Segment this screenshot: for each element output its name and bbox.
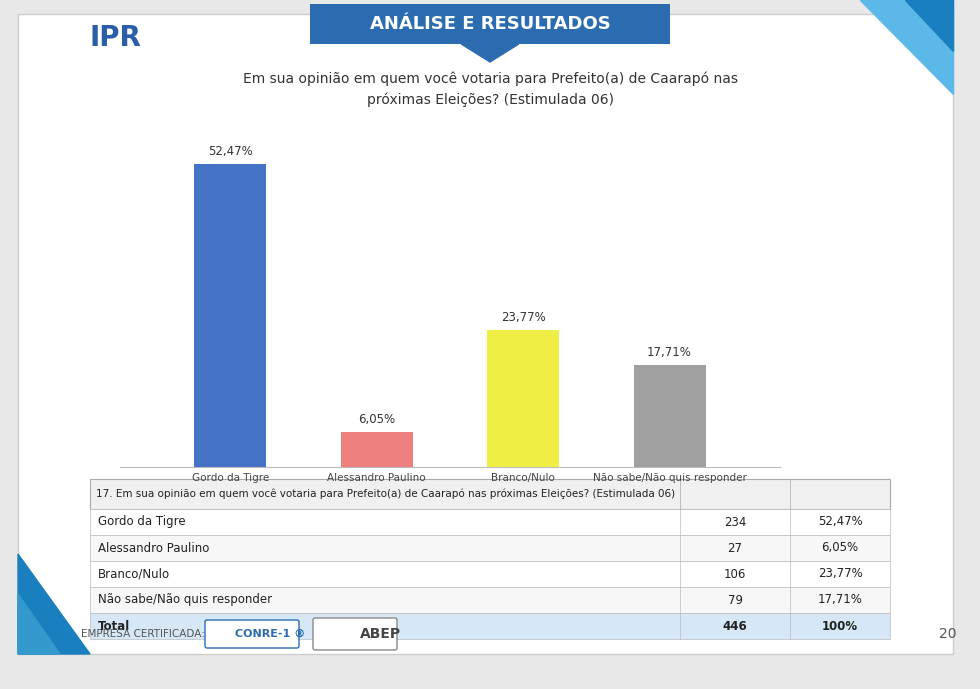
Text: Não sabe/Não quis responder: Não sabe/Não quis responder — [593, 473, 747, 483]
Polygon shape — [18, 594, 60, 654]
Text: 100%: 100% — [822, 619, 858, 633]
FancyBboxPatch shape — [205, 620, 299, 648]
Text: 6,05%: 6,05% — [359, 413, 395, 426]
Text: EMPRESA CERTIFICADA:: EMPRESA CERTIFICADA: — [81, 629, 205, 639]
Text: Gordo da Tigre: Gordo da Tigre — [98, 515, 185, 528]
Text: CONRE-1 ®: CONRE-1 ® — [235, 629, 305, 639]
Bar — [90, 479, 890, 509]
FancyBboxPatch shape — [313, 618, 397, 650]
Bar — [90, 535, 890, 561]
Bar — [90, 587, 890, 613]
Text: Não sabe/Não quis responder: Não sabe/Não quis responder — [98, 593, 272, 606]
Text: 446: 446 — [722, 619, 748, 633]
Text: 52,47%: 52,47% — [817, 515, 862, 528]
Text: Gordo da Tigre: Gordo da Tigre — [192, 473, 270, 483]
Polygon shape — [905, 0, 953, 51]
FancyBboxPatch shape — [18, 14, 953, 654]
Text: Total: Total — [98, 619, 130, 633]
Text: Alessandro Paulino: Alessandro Paulino — [327, 473, 426, 483]
Text: 17,71%: 17,71% — [647, 346, 692, 359]
Text: 234: 234 — [724, 515, 746, 528]
Text: Branco/Nulo: Branco/Nulo — [491, 473, 555, 483]
Text: 27: 27 — [727, 542, 743, 555]
Text: 23,77%: 23,77% — [501, 311, 546, 324]
Polygon shape — [462, 44, 518, 62]
Text: Alessandro Paulino: Alessandro Paulino — [98, 542, 210, 555]
Polygon shape — [860, 0, 953, 94]
Text: 23,77%: 23,77% — [817, 568, 862, 581]
Bar — [90, 613, 890, 639]
FancyBboxPatch shape — [310, 4, 670, 44]
Text: 20: 20 — [939, 627, 956, 641]
Text: 106: 106 — [724, 568, 746, 581]
Text: 52,47%: 52,47% — [208, 145, 253, 158]
Bar — [341, 432, 413, 467]
Text: 17. Em sua opinião em quem você votaria para Prefeito(a) de Caarapó nas próximas: 17. Em sua opinião em quem você votaria … — [96, 489, 675, 500]
Bar — [90, 509, 890, 535]
Text: IPR: IPR — [89, 24, 141, 52]
Text: ABEP: ABEP — [360, 627, 401, 641]
Bar — [634, 365, 706, 467]
Text: ANÁLISE E RESULTADOS: ANÁLISE E RESULTADOS — [369, 15, 611, 33]
Bar — [487, 330, 560, 467]
Text: 6,05%: 6,05% — [821, 542, 858, 555]
Bar — [90, 561, 890, 587]
Text: 79: 79 — [727, 593, 743, 606]
Text: Branco/Nulo: Branco/Nulo — [98, 568, 171, 581]
Text: Em sua opinião em quem você votaria para Prefeito(a) de Caarapó nas
próximas Ele: Em sua opinião em quem você votaria para… — [242, 71, 738, 107]
Text: 17,71%: 17,71% — [817, 593, 862, 606]
Polygon shape — [18, 554, 90, 654]
Bar — [194, 165, 267, 467]
